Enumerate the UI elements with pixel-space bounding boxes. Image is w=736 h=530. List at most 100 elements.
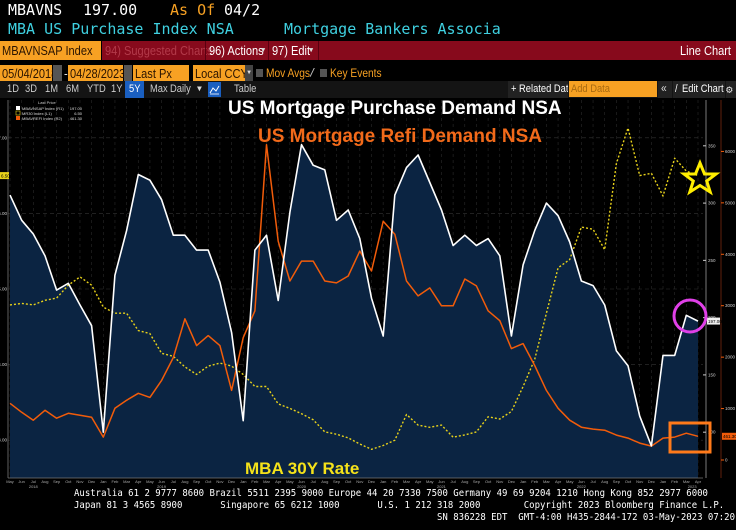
data-point-purchase [371, 298, 372, 299]
data-point-refi [231, 390, 232, 391]
toolbar-maroon-bg [102, 41, 736, 60]
data-point-refi [662, 438, 663, 439]
data-point-purchase [33, 233, 34, 234]
data-point-refi [604, 430, 605, 431]
data-point-purchase [68, 283, 69, 284]
calendar-icon[interactable] [124, 65, 132, 81]
mov-avgs-label[interactable]: Mov Avgs [266, 66, 311, 80]
x-axis-tick-label: Dec [228, 479, 235, 484]
data-point-purchase [476, 245, 477, 246]
security-description: MBA US Purchase Index NSA [8, 20, 234, 38]
range-ytd[interactable]: YTD [87, 83, 106, 95]
edit-chart-button[interactable]: / Edit Chart [673, 81, 725, 98]
legend-value-purchase: 197.00 [70, 106, 83, 111]
range-1y[interactable]: 1Y [111, 83, 123, 95]
x-axis-year-label: 2022 [577, 484, 587, 489]
series-line-rate [9, 127, 699, 450]
right1-axis-tick-label: 300 [708, 201, 716, 206]
data-point-refi [114, 408, 115, 409]
data-point-rate [406, 414, 407, 415]
related-data-button[interactable]: + Related Dat [508, 81, 568, 98]
x-axis-year-label: 2021 [437, 484, 447, 489]
range-max[interactable]: Max [150, 83, 168, 95]
legend-value-refi: 461.30 [70, 116, 83, 121]
data-point-purchase [359, 238, 360, 239]
chart-svg: 3.004.005.006.007.0010015020025030035001… [0, 98, 736, 489]
calendar-icon[interactable] [53, 65, 62, 81]
edit-menu[interactable]: 97) Edit ▼ [268, 41, 319, 60]
data-point-purchase [686, 315, 687, 316]
data-point-purchase [149, 180, 150, 181]
security-input[interactable]: MBAVNSAP Index [0, 41, 101, 60]
data-point-rate [219, 362, 220, 363]
data-point-purchase [406, 167, 407, 168]
data-point-rate [686, 170, 687, 171]
x-axis-tick-label: Oct [345, 479, 352, 484]
end-date-input[interactable]: 04/28/2023 [68, 65, 126, 81]
purchase-area-fill [10, 144, 698, 478]
data-point-purchase [499, 255, 500, 256]
x-axis-tick-label: Mar [683, 479, 691, 484]
legend-label-purchase: MBAVNSAP Index (R1) [22, 106, 64, 111]
collapse-button[interactable]: « [658, 81, 672, 98]
data-point-rate [324, 431, 325, 432]
right1-current-value: 197.00 [708, 319, 722, 324]
data-point-refi [581, 427, 582, 428]
data-point-rate [79, 276, 80, 277]
x-axis-tick-label: Aug [601, 479, 608, 484]
x-axis-tick-label: May [566, 479, 574, 484]
data-point-refi [184, 318, 185, 319]
start-date-input[interactable]: 05/04/2018 [0, 65, 58, 81]
data-point-purchase [651, 445, 652, 446]
legend-value-rate: 6.50 [74, 111, 83, 116]
data-point-refi [9, 403, 10, 404]
range-1d[interactable]: 1D [7, 83, 19, 95]
field-select[interactable]: Last Px [133, 65, 189, 81]
range-6m[interactable]: 6M [66, 83, 79, 95]
key-events-label[interactable]: Key Events [330, 66, 382, 80]
data-point-rate [289, 408, 290, 409]
data-point-purchase [208, 249, 209, 250]
line-chart-icon[interactable] [208, 82, 221, 97]
data-point-rate [453, 437, 454, 438]
chevron-down-icon: ▼ [261, 46, 266, 54]
gear-icon[interactable]: ⚙ [726, 81, 736, 98]
suggested-charts-button[interactable]: 94) Suggested Charts [105, 43, 213, 58]
range-3d[interactable]: 3D [25, 83, 37, 95]
x-axis-tick-label: Mar [123, 479, 131, 484]
key-events-checkbox[interactable] [320, 69, 327, 77]
data-point-purchase [231, 332, 232, 333]
data-point-purchase [336, 220, 337, 221]
pencil-icon[interactable]: / [309, 66, 316, 79]
legend: Last Price MBAVNSAP Index (R1) 197.00 MR… [15, 100, 83, 121]
range-5y-selected[interactable]: 5Y [125, 81, 144, 98]
legend-title: Last Price [38, 100, 57, 105]
data-point-rate [161, 353, 162, 354]
mov-avgs-checkbox[interactable] [256, 69, 263, 77]
x-axis-tick-label: Aug [181, 479, 188, 484]
data-point-purchase [9, 194, 10, 195]
table-button[interactable]: Table [234, 83, 257, 95]
as-of-label: As Of [170, 1, 216, 19]
data-point-rate [697, 175, 698, 176]
chart-type-label[interactable]: Line Chart [680, 43, 731, 58]
x-axis-tick-label: May [6, 479, 14, 484]
data-point-refi [429, 287, 430, 288]
data-point-rate [371, 449, 372, 450]
data-point-purchase [103, 432, 104, 433]
x-axis-tick-label: May [146, 479, 154, 484]
right1-axis-tick-label: 250 [708, 258, 716, 263]
actions-menu[interactable]: 96) Actions ▼ [205, 41, 268, 60]
add-data-input[interactable]: Add Data [569, 81, 657, 97]
data-point-refi [348, 275, 349, 276]
data-point-refi [359, 251, 360, 252]
x-axis-tick-label: Mar [543, 479, 551, 484]
chevron-down-icon[interactable]: ▼ [245, 65, 253, 81]
range-1m[interactable]: 1M [45, 83, 58, 95]
data-point-refi [126, 400, 127, 401]
pencil-icon: / [675, 83, 678, 95]
currency-select[interactable]: Local CCY [193, 65, 248, 81]
data-point-purchase [126, 230, 127, 231]
frequency-select[interactable]: Daily [170, 83, 191, 95]
data-point-rate [674, 158, 675, 159]
